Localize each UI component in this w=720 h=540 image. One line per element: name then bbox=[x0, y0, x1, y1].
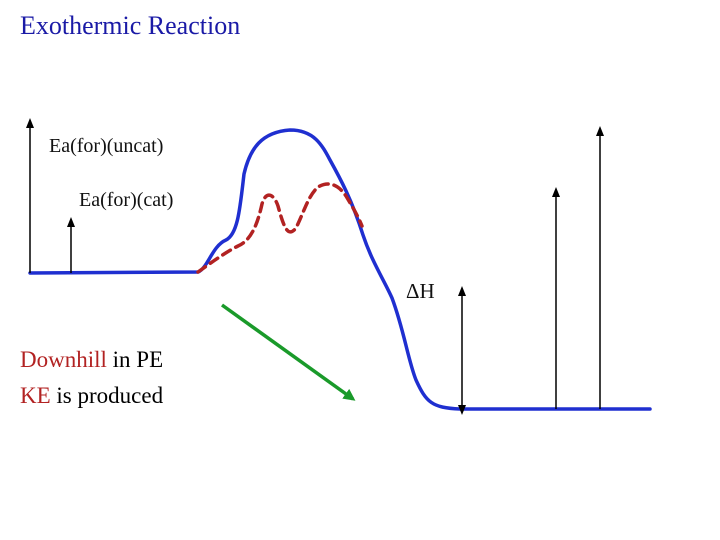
slide-title: Exothermic Reaction bbox=[20, 11, 241, 40]
caption-highlight-downhill: Downhill bbox=[20, 347, 107, 372]
caption-rest-1: in PE bbox=[106, 347, 164, 372]
caption-highlight-ke: KE bbox=[20, 383, 51, 408]
ea-cat-label: Ea(for)(cat) bbox=[79, 189, 174, 211]
catalyzed-curve bbox=[196, 182, 364, 274]
downhill-arrow bbox=[220, 303, 356, 401]
uncatalyzed-curve bbox=[28, 128, 652, 411]
caption-line-1: Downhill in PE bbox=[20, 347, 163, 373]
caption-line-2: KE is produced bbox=[20, 383, 163, 409]
caption-rest-2: is produced bbox=[50, 383, 164, 408]
ea-uncat-label: Ea(for)(uncat) bbox=[49, 135, 164, 157]
delta-h-label: ΔH bbox=[406, 279, 435, 303]
